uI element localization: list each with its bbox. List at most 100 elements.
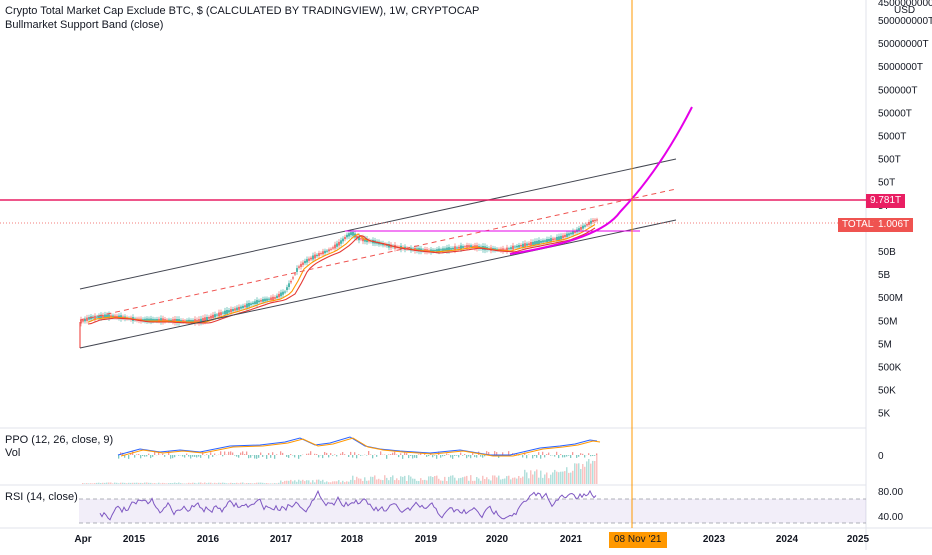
volume-bar: [346, 481, 348, 484]
volume-bar: [512, 478, 514, 484]
price-axis-label: 500M: [878, 293, 903, 304]
ppo-histogram-bar: [444, 455, 445, 456]
price-candle: [592, 220, 594, 222]
price-candle: [292, 277, 294, 278]
volume-bar: [530, 470, 532, 484]
volume-bar: [254, 483, 256, 484]
ppo-legend[interactable]: PPO (12, 26, close, 9): [5, 434, 113, 446]
volume-bar: [494, 476, 496, 485]
volume-bar: [234, 483, 236, 484]
volume-bar: [210, 483, 212, 484]
ppo-line: [118, 437, 597, 455]
ppo-histogram-bar: [366, 455, 367, 456]
volume-bar: [436, 476, 438, 484]
volume-bar: [438, 479, 440, 484]
rsi-legend[interactable]: RSI (14, close): [5, 491, 78, 503]
price-candle: [534, 241, 536, 245]
volume-bar: [226, 483, 228, 484]
volume-bar: [596, 455, 598, 484]
price-candle: [284, 292, 286, 293]
volume-bar: [430, 476, 432, 484]
volume-bar: [102, 483, 104, 484]
ppo-histogram-bar: [332, 455, 333, 456]
ppo-histogram-bar: [578, 455, 579, 457]
volume-bar: [268, 483, 270, 484]
ppo-histogram-bar: [540, 455, 541, 459]
volume-bar: [144, 483, 146, 484]
ppo-histogram-bar: [380, 451, 381, 455]
vol-legend[interactable]: Vol: [5, 447, 20, 459]
price-candle: [538, 240, 540, 244]
ppo-histogram-bar: [546, 454, 547, 455]
time-axis-label: 2019: [415, 534, 438, 545]
price-candle: [578, 228, 580, 231]
ppo-histogram-bar: [466, 455, 467, 458]
volume-bar: [518, 476, 520, 484]
ppo-histogram-bar: [452, 455, 453, 459]
ppo-histogram-bar: [596, 453, 597, 455]
price-axis-label: 50M: [878, 316, 897, 327]
price-candle: [246, 304, 248, 308]
ppo-histogram-bar: [190, 455, 191, 459]
price-candle: [208, 317, 210, 319]
ppo-histogram-bar: [236, 455, 237, 457]
ppo-histogram-bar: [290, 454, 291, 455]
ppo-histogram-bar: [246, 452, 247, 456]
volume-bar: [216, 483, 218, 484]
symbol-title[interactable]: Crypto Total Market Cap Exclude BTC, $ (…: [5, 5, 479, 17]
ppo-histogram-bar: [228, 452, 229, 455]
volume-bar: [184, 484, 186, 485]
channel-lower-line: [80, 220, 676, 348]
price-candle: [462, 246, 464, 248]
price-axis-label: 5000T: [878, 132, 906, 143]
price-candle: [458, 247, 460, 249]
price-candle: [526, 244, 528, 246]
ppo-histogram-bar: [282, 453, 283, 455]
price-candle: [240, 307, 242, 309]
volume-bar: [316, 480, 318, 484]
time-axis-label: 2020: [486, 534, 509, 545]
ppo-histogram-bar: [550, 455, 551, 456]
volume-bar: [402, 477, 404, 484]
time-axis-label: 2024: [776, 534, 799, 545]
ppo-histogram-bar: [402, 455, 403, 459]
volume-bar: [262, 483, 264, 484]
volume-bar: [524, 470, 526, 484]
price-candle: [466, 245, 468, 248]
ppo-histogram-bar: [372, 455, 373, 458]
price-candle: [530, 242, 532, 246]
ppo-histogram-bar: [358, 454, 359, 455]
volume-bar: [140, 483, 142, 484]
ppo-histogram-bar: [206, 454, 207, 455]
volume-bar: [94, 483, 96, 484]
volume-bar: [506, 476, 508, 484]
ppo-histogram-bar: [138, 454, 139, 455]
ppo-histogram-bar: [476, 455, 477, 458]
price-axis-label: 500000T: [878, 85, 917, 96]
price-candle: [564, 235, 566, 237]
volume-bar: [270, 483, 272, 484]
ppo-histogram-bar: [418, 454, 419, 455]
volume-bar: [574, 463, 576, 484]
price-candle: [528, 243, 530, 245]
ppo-histogram-bar: [410, 455, 411, 456]
volume-bar: [338, 480, 340, 484]
ppo-histogram-bar: [294, 455, 295, 457]
indicator-legend[interactable]: Bullmarket Support Band (close): [5, 19, 163, 31]
volume-bar: [470, 475, 472, 484]
price-candle: [524, 243, 526, 247]
ppo-histogram-bar: [494, 451, 495, 455]
volume-bar: [428, 476, 430, 484]
volume-bar: [592, 461, 594, 484]
ppo-histogram-bar: [554, 455, 555, 457]
volume-bar: [242, 483, 244, 485]
volume-bar: [394, 480, 396, 484]
price-candle: [336, 244, 338, 247]
ppo-histogram-bar: [436, 455, 437, 459]
price-candle: [214, 314, 216, 317]
volume-bar: [160, 483, 162, 484]
volume-bar: [546, 473, 548, 485]
volume-bar: [112, 483, 114, 484]
